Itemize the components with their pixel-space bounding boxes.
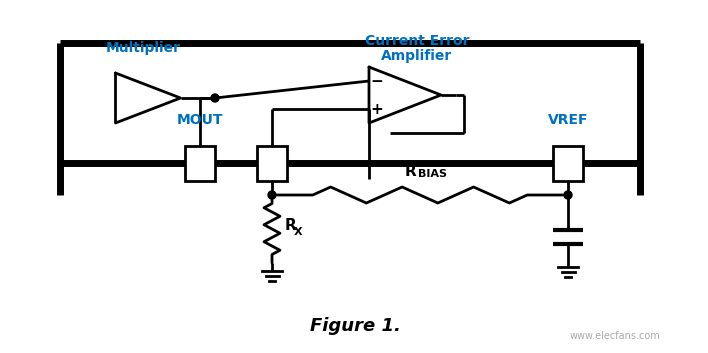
Text: www.elecfans.com: www.elecfans.com	[569, 331, 660, 341]
Text: Current Error: Current Error	[365, 34, 469, 48]
Text: +: +	[370, 102, 383, 116]
Bar	[257, 145, 287, 180]
Bar	[553, 145, 583, 180]
Bar	[185, 145, 215, 180]
Text: BIAS: BIAS	[418, 169, 447, 179]
Circle shape	[564, 191, 572, 199]
Text: Figure 1.: Figure 1.	[309, 317, 401, 335]
Text: VREF: VREF	[548, 114, 588, 127]
Circle shape	[211, 94, 219, 102]
Text: MOUT: MOUT	[177, 114, 223, 127]
Text: X: X	[294, 227, 302, 237]
Text: −: −	[370, 73, 383, 89]
Text: R: R	[285, 217, 297, 233]
Circle shape	[268, 191, 276, 199]
Text: R: R	[404, 164, 416, 179]
Text: Multiplier: Multiplier	[105, 41, 181, 55]
Text: Amplifier: Amplifier	[382, 49, 452, 63]
